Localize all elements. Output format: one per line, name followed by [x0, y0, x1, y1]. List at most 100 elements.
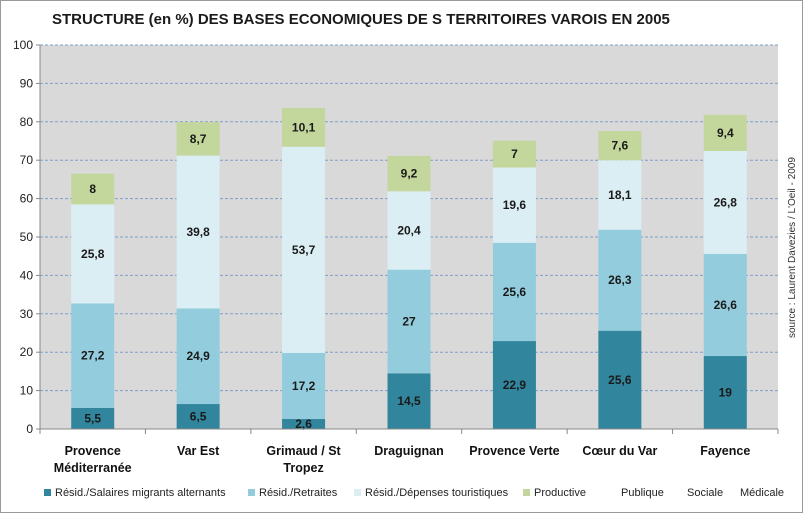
y-tick-label: 90 — [20, 76, 34, 90]
data-label: 2,6 — [295, 417, 312, 431]
legend-swatch — [44, 489, 51, 496]
x-tick-label-line: Grimaud / St — [266, 444, 341, 458]
legend-entry: Publique — [621, 487, 664, 499]
data-label: 7 — [511, 147, 518, 161]
bar-segment — [387, 373, 431, 429]
data-label: 27,2 — [81, 349, 105, 363]
data-labels: 5,5 27,2 25,8 8 6,5 24,9 39,8 8,7 2,6 17,2 53,7 10,… — [81, 120, 737, 431]
bar-segment — [387, 269, 431, 374]
legend-swatch — [248, 489, 255, 496]
x-axis: Provence Méditerranée Var Est Grimaud / St T… — [39, 428, 779, 475]
data-label: 7,6 — [612, 139, 629, 153]
legend: Résid./Salaires migrants alternants Résid… — [44, 487, 784, 499]
data-label: 20,4 — [397, 223, 421, 237]
data-label: 8 — [89, 182, 96, 196]
data-label: 17,2 — [292, 379, 316, 393]
bar-segment — [282, 352, 326, 420]
x-tick-label-line: Cœur du Var — [582, 444, 657, 458]
x-tick-label: Provence Verte — [469, 444, 559, 458]
data-label: 39,8 — [186, 225, 210, 239]
legend-swatch — [523, 489, 530, 496]
bar-segment — [176, 308, 220, 405]
bar-segment — [703, 253, 747, 357]
data-label: 24,9 — [186, 349, 210, 363]
y-tick-label: 40 — [20, 268, 34, 282]
y-tick-label: 0 — [26, 422, 33, 436]
y-tick-label: 20 — [20, 345, 34, 359]
bar-segment — [71, 173, 115, 205]
legend-entry: Résid./Dépenses touristiques — [365, 487, 509, 499]
legend-swatch — [354, 489, 361, 496]
bar-segment — [282, 419, 326, 429]
x-tick-label: Draguignan — [374, 444, 443, 458]
bar-segment — [598, 131, 642, 161]
bar-segment — [387, 155, 431, 192]
source-note: source : Laurent Davezies / L'Oeil - 200… — [787, 157, 798, 338]
y-tick-label: 30 — [20, 307, 34, 321]
x-tick-label-line: Provence Verte — [469, 444, 559, 458]
y-tick-label: 60 — [20, 192, 34, 206]
x-tick-label-line: Draguignan — [374, 444, 443, 458]
bar-segment — [176, 155, 220, 309]
data-label: 26,3 — [608, 273, 632, 287]
data-label: 25,8 — [81, 247, 105, 261]
data-label: 26,6 — [714, 298, 738, 312]
y-tick-label: 10 — [20, 384, 34, 398]
bar-segment — [176, 122, 220, 156]
data-label: 18,1 — [608, 188, 632, 202]
x-tick-label-line: Var Est — [177, 444, 220, 458]
y-tick-label: 100 — [13, 38, 33, 52]
data-label: 25,6 — [503, 285, 527, 299]
x-tick-label-line: Fayence — [700, 444, 750, 458]
data-label: 22,9 — [503, 378, 527, 392]
bar-segment — [492, 140, 536, 168]
legend-entry: Sociale — [687, 487, 723, 499]
x-tick-label: Var Est — [177, 444, 220, 458]
data-label: 8,7 — [190, 132, 207, 146]
bar-segment — [71, 303, 115, 408]
data-label: 14,5 — [397, 394, 421, 408]
bar-segment — [598, 160, 642, 230]
bar-segment — [492, 242, 536, 342]
x-tick-label: Provence Méditerranée — [54, 444, 132, 475]
x-tick-label-line: Méditerranée — [54, 461, 132, 475]
bar-segment — [598, 229, 642, 331]
x-tick-label: Fayence — [700, 444, 750, 458]
bar-segment — [71, 204, 115, 304]
data-label: 19 — [719, 386, 733, 400]
bar-segment — [282, 146, 326, 353]
data-label: 10,1 — [292, 120, 316, 134]
x-tick-label-line: Provence — [65, 444, 121, 458]
y-tick-label: 50 — [20, 230, 34, 244]
bar-segment — [387, 191, 431, 270]
bar-segment — [703, 114, 747, 151]
data-label: 53,7 — [292, 243, 316, 257]
bar-segment — [282, 107, 326, 147]
bar-segment — [598, 330, 642, 429]
data-label: 5,5 — [84, 411, 101, 425]
bar-segment — [703, 150, 747, 254]
legend-entry: Résid./Salaires migrants alternants — [55, 487, 226, 499]
bar-segment — [492, 341, 536, 429]
y-axis: 0 10 20 30 40 50 60 70 80 90 100 — [13, 38, 41, 436]
chart-title: STRUCTURE (en %) DES BASES ECONOMIQUES D… — [52, 11, 670, 28]
bars — [71, 107, 747, 429]
data-label: 6,5 — [190, 410, 207, 424]
x-tick-label-line: Tropez — [283, 461, 323, 475]
x-tick-label: Cœur du Var — [582, 444, 657, 458]
data-label: 9,4 — [717, 126, 734, 140]
bar-segment — [492, 167, 536, 243]
data-label: 27 — [402, 314, 416, 328]
legend-entry: Médicale — [740, 487, 784, 499]
data-label: 25,6 — [608, 373, 632, 387]
gridlines — [40, 44, 778, 392]
data-label: 26,8 — [714, 195, 738, 209]
data-label: 9,2 — [401, 167, 418, 181]
bar-segment — [71, 407, 115, 429]
y-tick-label: 80 — [20, 115, 34, 129]
legend-entry: Résid./Retraites — [259, 487, 338, 499]
legend-entry: Productive — [534, 487, 586, 499]
y-tick-label: 70 — [20, 153, 34, 167]
data-label: 19,6 — [503, 198, 527, 212]
